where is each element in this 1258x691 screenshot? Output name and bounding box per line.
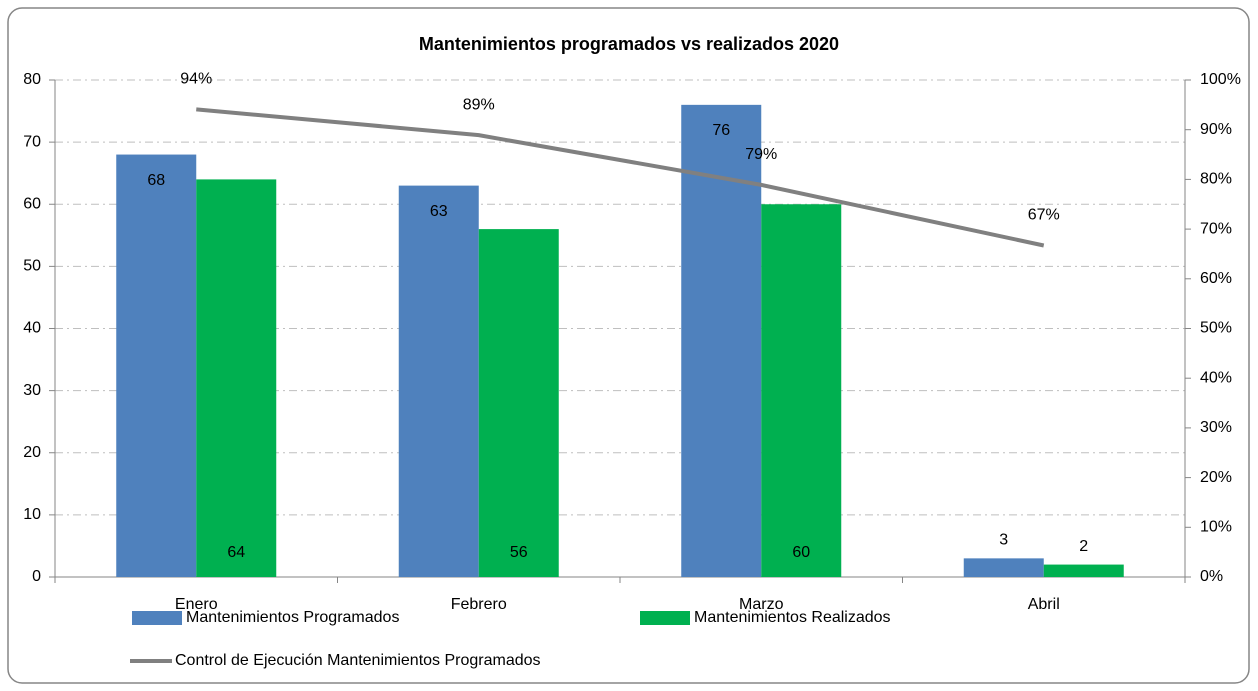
y-tick-label: 10 (23, 506, 41, 523)
chart-frame (7, 7, 1250, 684)
x-tick-label: Marzo (739, 596, 784, 613)
bar (963, 558, 1044, 577)
x-tick-label: Abril (1028, 596, 1060, 613)
bar (478, 229, 559, 577)
chart-title: Mantenimientos programados vs realizados… (419, 34, 839, 54)
data-label: 89% (463, 96, 495, 113)
y-tick-label: 70 (23, 133, 41, 150)
y-tick-label: 80 (23, 71, 41, 88)
bar (761, 204, 842, 577)
line (196, 107, 1045, 248)
data-label: 67% (1028, 207, 1060, 224)
y2-tick-label: 80% (1200, 171, 1232, 188)
bar (196, 179, 277, 577)
bar (116, 154, 197, 578)
y-tick-label: 30 (23, 382, 41, 399)
bar (1043, 564, 1124, 577)
y2-tick-label: 60% (1200, 270, 1232, 287)
data-label: 56 (510, 544, 528, 561)
y2-tick-label: 10% (1200, 519, 1232, 536)
data-label: 79% (745, 146, 777, 163)
y2-tick-label: 40% (1200, 369, 1232, 386)
legend-swatch (132, 611, 182, 625)
data-label: 60 (792, 544, 810, 561)
data-label: 63 (430, 203, 448, 220)
y2-tick-label: 90% (1200, 121, 1232, 138)
y2-tick-label: 50% (1200, 320, 1232, 337)
data-label: 94% (180, 71, 212, 88)
y-tick-label: 40 (23, 320, 41, 337)
x-tick-label: Febrero (451, 596, 507, 613)
bar (681, 104, 762, 577)
y-tick-label: 0 (32, 568, 41, 585)
data-label: 3 (999, 532, 1008, 549)
y-tick-label: 20 (23, 444, 41, 461)
legend-label: Control de Ejecución Mantenimientos Prog… (175, 652, 541, 669)
y-tick-label: 50 (23, 258, 41, 275)
legend-swatch (640, 611, 690, 625)
bar (398, 185, 479, 578)
y2-tick-label: 0% (1200, 568, 1223, 585)
data-label: 2 (1079, 538, 1088, 555)
y2-tick-label: 100% (1200, 71, 1241, 88)
data-label: 68 (147, 172, 165, 189)
legend-label: Mantenimientos Programados (186, 609, 399, 626)
y2-tick-label: 30% (1200, 419, 1232, 436)
data-label: 64 (227, 544, 245, 561)
data-label: 76 (712, 122, 730, 139)
y-tick-label: 60 (23, 195, 41, 212)
y2-tick-label: 70% (1200, 220, 1232, 237)
x-tick-label: Enero (175, 596, 218, 613)
legend-label: Mantenimientos Realizados (694, 609, 891, 626)
y2-tick-label: 20% (1200, 469, 1232, 486)
